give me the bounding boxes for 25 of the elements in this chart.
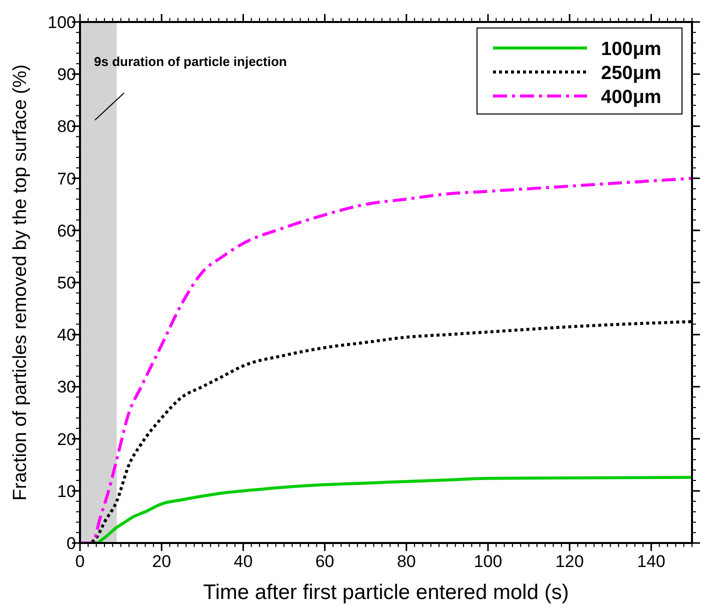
y-tick-label: 90 [57,65,76,84]
x-tick-label: 140 [637,552,666,571]
line-series [80,176,692,543]
x-tick-label: 20 [152,552,172,571]
x-tick-label: 60 [315,552,334,571]
x-tick-label: 100 [474,552,502,571]
y-tick-label: 100 [48,13,76,32]
x-tick-label: 40 [234,552,253,571]
y-tick-label: 50 [57,274,76,292]
y-axis-title: Fraction of particles removed by the top surface (%) [10,64,31,501]
y-tick-label: 40 [57,326,76,345]
x-tick-label: 120 [555,552,584,571]
y-tick-label: 70 [57,169,76,188]
y-tick-label: 10 [57,482,76,501]
annotation: 9s duration of particle injection [94,54,287,69]
y-tick-label: 0 [66,534,76,553]
legend-label: 400μm [601,87,662,108]
y-tick-label: 20 [57,430,76,449]
x-tick-label: 80 [396,552,416,571]
legend-label: 250μm [601,63,662,84]
x-axis-title: Time after first particle entered mold (s) [203,581,569,604]
y-tick-label: 80 [57,117,76,136]
legend-label: 100μm [601,39,662,60]
y-tick-label: 60 [57,221,76,240]
y-tick-label: 30 [57,378,76,397]
